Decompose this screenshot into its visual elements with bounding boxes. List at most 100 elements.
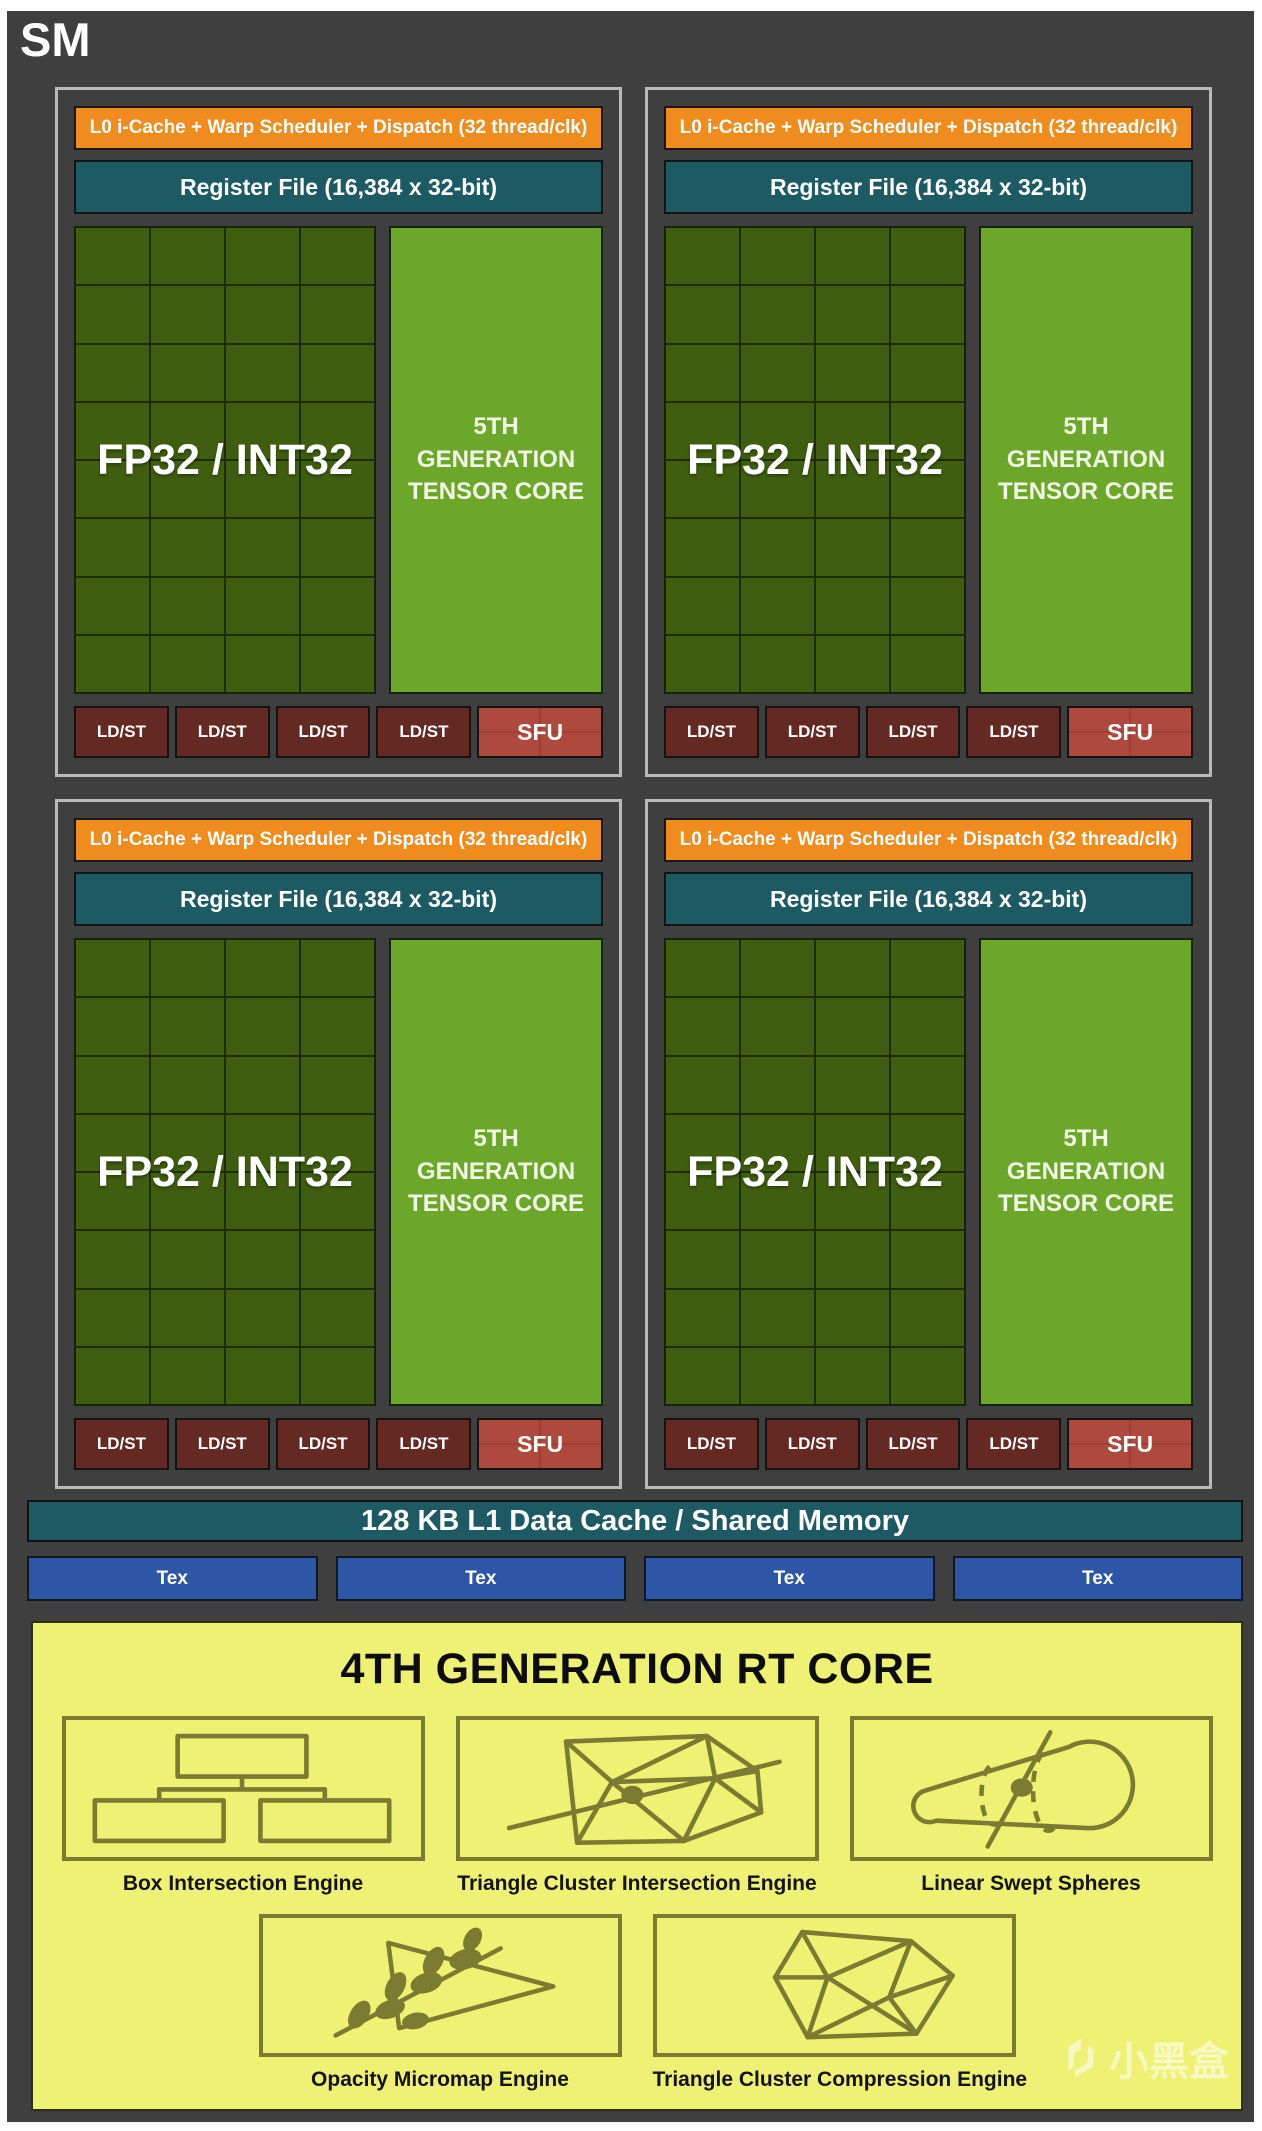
fp32-int32-cell [666,998,740,1055]
engine-label: Box Intersection Engine [122,1872,364,1895]
leaf-branch-icon [333,1927,556,2039]
fp32-int32-cell [666,577,740,634]
fp32-int32-cell [226,940,300,997]
engine-linear-swept-spheres: Linear Swept Spheres [849,1716,1213,1896]
ldst-unit: LD/ST [764,1418,860,1470]
l0-cache-warp-scheduler-label: L0 i-Cache + Warp Scheduler + Dispatch (… [89,829,588,850]
fp32-int32-cell [666,286,740,343]
fp32-int32-cell [741,1289,815,1346]
fp32-int32-cell [301,228,375,285]
engine-triangle-cluster-intersection: Triangle Cluster Intersection Engine [455,1716,819,1896]
fp32-int32-cell [226,402,300,459]
rt-engine-row-2: Opacity Micromap Engine Triangle Cluster… [33,1914,1241,2092]
engine-label: Linear Swept Spheres [921,1872,1141,1895]
fp32-int32-cell [301,1289,375,1346]
fp32-int32-cell [301,344,375,401]
fp32-int32-cell [666,1289,740,1346]
fp32-int32-cell [891,1056,965,1113]
fp32-int32-cell [226,1056,300,1113]
engine-figure [849,1716,1213,1861]
fp32-int32-cell [151,228,225,285]
fp32-int32-cell [891,461,965,518]
ldst-unit: LD/ST [174,1418,270,1470]
fp32-int32-cell [226,461,300,518]
fp32-int32-cell [741,286,815,343]
fp32-int32-cell [891,577,965,634]
fp32-int32-cell [151,1347,225,1404]
fp32-int32-cell [226,577,300,634]
fp32-int32-cell [76,228,150,285]
core-area: FP32 / INT32 5TH GENERATION TENSOR CORE [74,226,603,694]
ldst-unit: LD/ST [275,1418,371,1470]
triangle-mesh-ray-icon [506,1734,782,1846]
fp32-int32-cell [816,461,890,518]
core-area: FP32 / INT32 5TH GENERATION TENSOR CORE [74,938,603,1406]
fp32-int32-cell [816,940,890,997]
engine-figure [258,1914,622,2057]
fp32-int32-cell [301,635,375,692]
fp32-int32-cell [741,1347,815,1404]
fp32-int32-cell [226,1173,300,1230]
fp32-int32-cell [666,402,740,459]
fp32-int32-cell [76,1056,150,1113]
fp32-int32-cell [151,344,225,401]
fp32-int32-grid: FP32 / INT32 [74,938,377,1406]
sfu-unit: SFU [477,1418,604,1470]
fp32-int32-cell [741,1231,815,1288]
fp32-int32-cell [666,1231,740,1288]
tex-unit: Tex [335,1556,626,1601]
tensor-core-label: 5TH GENERATION TENSOR CORE [998,1125,1175,1218]
fp32-int32-cell [151,940,225,997]
fp32-int32-cell [816,1231,890,1288]
engine-opacity-micromap: Opacity Micromap Engine [258,1914,622,2092]
fp32-int32-cell [151,286,225,343]
fp32-int32-label: FP32 / INT32 [687,435,943,484]
fp32-int32-cell [76,577,150,634]
l0-cache-warp-scheduler-label: L0 i-Cache + Warp Scheduler + Dispatch (… [679,829,1178,850]
fp32-int32-cell [816,998,890,1055]
fp32-int32-cell [741,577,815,634]
tensor-core-label: 5TH GENERATION TENSOR CORE [408,1125,585,1218]
fp32-int32-cell [76,519,150,576]
page-title: SM [20,13,91,66]
fp32-int32-cell [76,1173,150,1230]
fp32-int32-cell [151,1231,225,1288]
sm-partitions: L0 i-Cache + Warp Scheduler + Dispatch (… [55,87,1212,1489]
fp32-int32-cell [76,402,150,459]
engine-label: Triangle Cluster Compression Engine [652,2068,1028,2091]
fp32-int32-cell [666,228,740,285]
fp32-int32-cell [891,228,965,285]
sfu-unit: SFU [1067,706,1194,758]
tensor-core-block: 5TH GENERATION TENSOR CORE [389,938,603,1406]
watermark: 小黑盒 [1055,2029,1229,2087]
fp32-int32-cell [151,577,225,634]
fp32-int32-cell [301,1056,375,1113]
fp32-int32-cell [151,1289,225,1346]
fp32-int32-cell [76,461,150,518]
tex-unit: Tex [952,1556,1243,1601]
fp32-int32-cell [891,344,965,401]
fp32-int32-cells [666,228,965,692]
fp32-int32-cell [816,1347,890,1404]
fp32-int32-grid: FP32 / INT32 [664,226,967,694]
rt-core-title: 4TH GENERATION RT CORE [340,1645,934,1693]
fp32-int32-cell [741,1114,815,1171]
fp32-int32-cell [226,998,300,1055]
fp32-int32-cell [891,1173,965,1230]
fp32-int32-cell [666,461,740,518]
sm-partition: L0 i-Cache + Warp Scheduler + Dispatch (… [645,799,1212,1489]
fp32-int32-label: FP32 / INT32 [97,435,353,484]
fp32-int32-cell [226,228,300,285]
fp32-int32-label: FP32 / INT32 [97,1147,353,1196]
core-area: FP32 / INT32 5TH GENERATION TENSOR CORE [664,938,1193,1406]
fp32-int32-cell [816,286,890,343]
ldst-unit: LD/ST [865,1418,961,1470]
fp32-int32-cell [226,286,300,343]
fp32-int32-cell [301,577,375,634]
tex-row: Tex Tex Tex Tex [27,1556,1243,1601]
box-hierarchy-icon [92,1734,392,1844]
fp32-int32-cell [891,1231,965,1288]
fp32-int32-cells [666,940,965,1404]
fp32-int32-cell [301,1231,375,1288]
